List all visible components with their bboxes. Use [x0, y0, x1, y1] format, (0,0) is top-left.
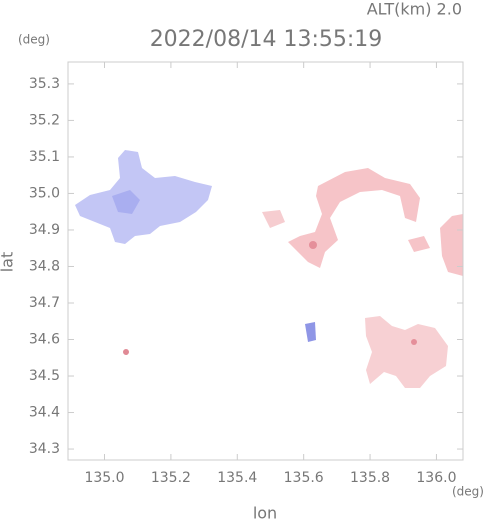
echo-pink	[262, 210, 285, 228]
y-label: lat	[0, 252, 17, 273]
echo-blue	[305, 322, 316, 342]
y-unit: (deg)	[18, 33, 50, 47]
x-unit: (deg)	[452, 485, 484, 499]
x-tick-label: 136.0	[416, 470, 456, 486]
x-tick-label: 135.0	[84, 470, 124, 486]
y-tick-label: 35.0	[29, 185, 60, 201]
echo-pink-core	[309, 241, 317, 249]
echo-pink	[365, 316, 448, 388]
y-tick-label: 35.2	[29, 112, 60, 128]
x-tick-label: 135.6	[284, 470, 324, 486]
plot-frame	[67, 61, 464, 461]
echo-pink-dot	[123, 349, 129, 355]
y-tick-label: 35.3	[29, 76, 60, 92]
x-tick-label: 135.8	[350, 470, 390, 486]
echo-pink	[288, 168, 420, 268]
y-tick-label: 34.4	[29, 405, 60, 421]
y-tick-label: 34.9	[29, 222, 60, 238]
chart-title: 2022/08/14 13:55:19	[150, 27, 383, 52]
y-tick-label: 34.8	[29, 258, 60, 274]
echo-pink	[408, 236, 430, 252]
x-label: lon	[253, 504, 277, 521]
y-tick-label: 34.3	[29, 441, 60, 457]
echo-blue-core	[112, 190, 140, 214]
y-tick-label: 34.5	[29, 368, 60, 384]
altitude: ALT(km) 2.0	[367, 0, 462, 19]
x-tick-label: 135.2	[151, 470, 191, 486]
y-tick-label: 34.7	[29, 295, 60, 311]
y-tick-label: 34.6	[29, 332, 60, 348]
echo-pink-core	[411, 339, 417, 345]
echoes	[75, 150, 463, 388]
y-tick-label: 35.1	[29, 149, 60, 165]
x-tick-label: 135.4	[217, 470, 257, 486]
echo-blue	[75, 150, 212, 244]
